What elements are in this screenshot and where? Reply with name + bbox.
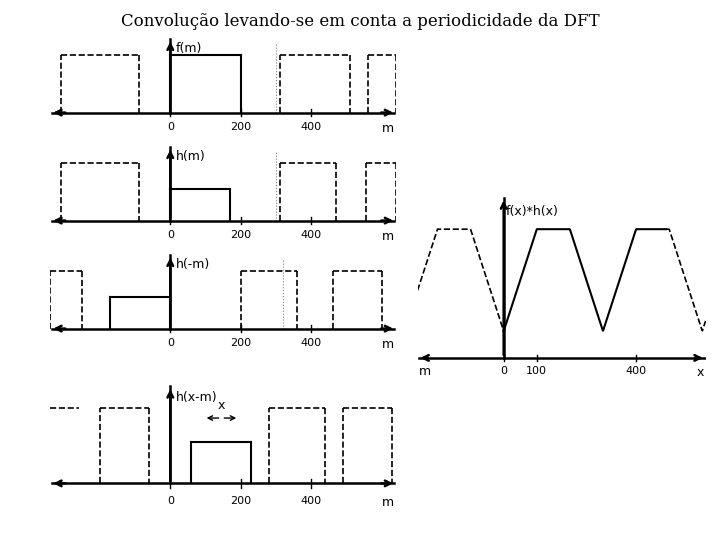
Text: m: m xyxy=(382,230,395,243)
Text: 400: 400 xyxy=(626,366,647,376)
Text: 200: 200 xyxy=(230,122,251,132)
Text: 400: 400 xyxy=(301,122,322,132)
Text: m: m xyxy=(382,122,395,135)
Text: 400: 400 xyxy=(301,230,322,240)
Text: 400: 400 xyxy=(301,496,322,506)
Text: 100: 100 xyxy=(526,366,547,376)
Text: 0: 0 xyxy=(167,338,174,348)
Text: 0: 0 xyxy=(167,122,174,132)
Text: h(x-m): h(x-m) xyxy=(176,390,217,403)
Text: 0: 0 xyxy=(500,366,507,376)
Text: x: x xyxy=(217,399,225,411)
Text: x: x xyxy=(696,366,704,379)
Text: Convolução levando-se em conta a periodicidade da DFT: Convolução levando-se em conta a periodi… xyxy=(121,14,599,30)
Text: m: m xyxy=(382,338,395,351)
Text: 200: 200 xyxy=(230,496,251,506)
Text: 200: 200 xyxy=(230,338,251,348)
Text: m: m xyxy=(419,365,431,378)
Text: 0: 0 xyxy=(167,496,174,506)
Text: f(m): f(m) xyxy=(176,42,202,55)
Text: 0: 0 xyxy=(167,230,174,240)
Text: m: m xyxy=(382,496,395,509)
Text: h(-m): h(-m) xyxy=(176,258,210,271)
Text: 400: 400 xyxy=(301,338,322,348)
Text: f(x)*h(x): f(x)*h(x) xyxy=(505,205,558,218)
Text: h(m): h(m) xyxy=(176,150,205,163)
Text: 200: 200 xyxy=(230,230,251,240)
